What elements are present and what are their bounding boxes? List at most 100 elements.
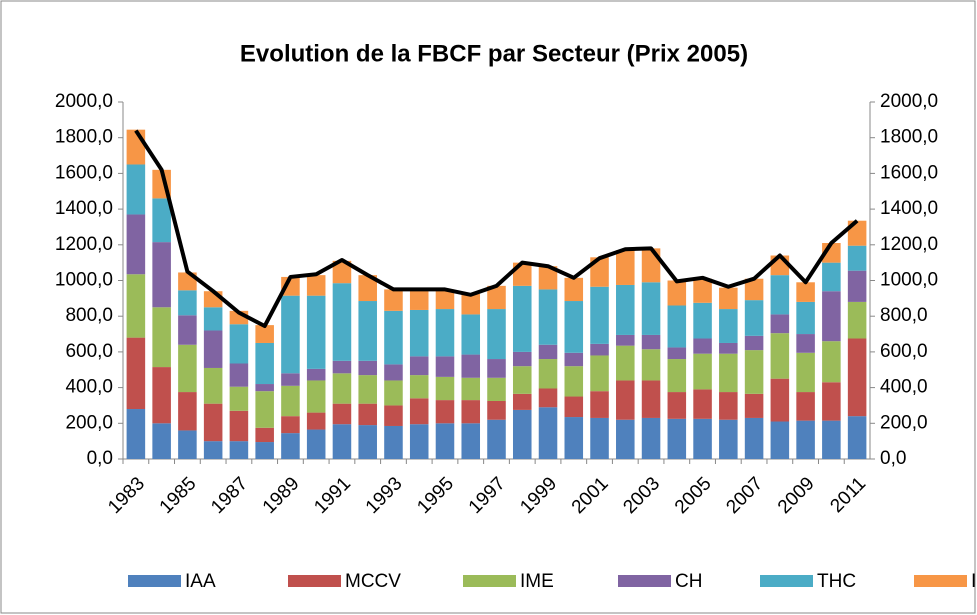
bar — [152, 423, 171, 459]
bar — [435, 400, 455, 424]
bar — [590, 417, 609, 459]
bar — [512, 393, 532, 410]
bar — [409, 398, 429, 425]
bar — [590, 391, 609, 418]
bar — [203, 307, 223, 331]
bar — [744, 350, 764, 394]
bar — [822, 291, 841, 342]
bar — [358, 275, 377, 302]
bar — [358, 360, 377, 376]
y-tick-label: 200,0 — [65, 412, 113, 433]
bar — [178, 430, 197, 459]
bar — [332, 424, 352, 459]
legend-swatch — [463, 575, 516, 587]
bar — [512, 351, 532, 367]
bar — [332, 283, 352, 361]
bar — [461, 314, 481, 355]
bar — [796, 282, 815, 302]
bar — [435, 376, 455, 401]
bar — [306, 275, 326, 296]
bar — [641, 334, 661, 350]
bar — [255, 442, 274, 459]
bar — [641, 380, 661, 418]
legend-label: IAA — [185, 571, 216, 592]
bar — [332, 360, 352, 374]
bar — [152, 307, 171, 368]
bar — [616, 419, 635, 459]
bar — [152, 198, 171, 243]
bar — [590, 257, 609, 287]
bar — [719, 353, 738, 393]
bar — [564, 417, 584, 459]
y2-tick-label: 1400,0 — [880, 198, 938, 219]
bar — [409, 309, 429, 357]
bar — [384, 310, 403, 365]
bar — [487, 359, 506, 378]
bar — [203, 330, 223, 368]
bar — [667, 280, 687, 306]
bar — [152, 242, 171, 308]
bar — [255, 384, 274, 392]
bar — [512, 285, 532, 352]
bar — [744, 335, 764, 351]
bar — [384, 380, 403, 406]
bar — [770, 421, 790, 459]
bar — [178, 344, 197, 393]
bar — [667, 359, 687, 393]
bar — [616, 250, 635, 285]
bar — [564, 396, 584, 418]
bar — [616, 345, 635, 381]
y2-tick-label: 600,0 — [880, 341, 928, 362]
bar — [178, 392, 197, 431]
bar — [770, 378, 790, 422]
bar — [255, 427, 274, 443]
bar — [281, 416, 300, 434]
bar — [255, 342, 274, 385]
bar — [358, 301, 377, 361]
bar — [693, 278, 712, 303]
y-tick-label: 1200,0 — [55, 234, 113, 255]
bar — [487, 419, 506, 459]
y-tick-label: 2000,0 — [55, 91, 113, 112]
bar — [796, 352, 815, 393]
bar — [847, 301, 867, 339]
bar — [229, 324, 249, 364]
y-tick-label: 600,0 — [65, 341, 113, 362]
y-tick-label: 400,0 — [65, 377, 113, 398]
bar — [538, 344, 558, 360]
chart-title: Evolution de la FBCF par Secteur (Prix 2… — [240, 40, 748, 67]
bar — [822, 341, 841, 383]
legend-label: MCCV — [345, 571, 401, 592]
y-tick-label: 1600,0 — [55, 162, 113, 183]
y-tick-label: 800,0 — [65, 305, 113, 326]
y2-tick-label: 1600,0 — [880, 162, 938, 183]
bar — [796, 301, 815, 335]
bar — [719, 309, 738, 343]
legend-label: CH — [675, 571, 702, 592]
bar — [538, 289, 558, 345]
bar — [152, 367, 171, 424]
bar — [229, 386, 249, 411]
bar — [487, 285, 506, 310]
y2-tick-label: 0,0 — [880, 448, 906, 469]
bar — [847, 416, 867, 459]
y-tick-label: 1000,0 — [55, 270, 113, 291]
bar — [847, 338, 867, 417]
bar — [126, 274, 146, 338]
bar — [822, 382, 841, 421]
bar — [332, 260, 352, 284]
bar — [538, 407, 558, 459]
bar — [719, 392, 738, 420]
bar — [126, 164, 146, 215]
bar — [384, 425, 403, 459]
bar — [512, 409, 532, 459]
bar — [770, 333, 790, 379]
bar — [667, 347, 687, 360]
bar — [229, 363, 249, 387]
bar — [693, 418, 712, 459]
bar — [281, 295, 300, 374]
bar — [332, 403, 352, 425]
bar — [538, 266, 558, 290]
bar — [255, 325, 274, 343]
